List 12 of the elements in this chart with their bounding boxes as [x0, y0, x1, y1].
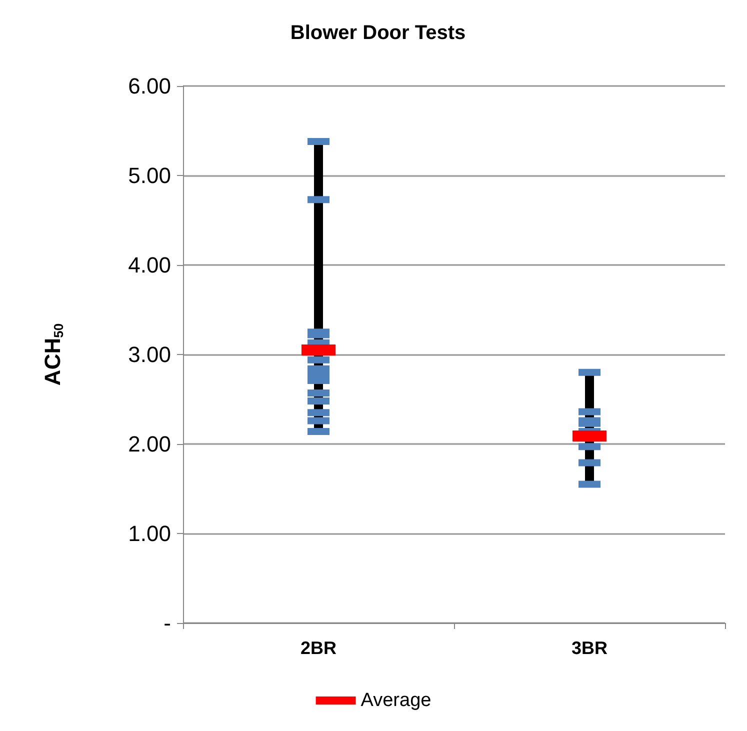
y-tick-label: 3.00: [128, 342, 171, 367]
chart-title: Blower Door Tests: [290, 22, 466, 44]
y-tick-label: 4.00: [128, 252, 171, 278]
y-tick-label: 5.00: [128, 163, 171, 188]
y-tick-label: -: [164, 610, 171, 636]
x-tick-label: 2BR: [300, 638, 337, 658]
legend-label: Average: [360, 690, 432, 711]
y-tick-label: 2.00: [128, 432, 171, 456]
y-axis-title: ACH50: [40, 323, 66, 386]
y-tick-label: 1.00: [128, 521, 171, 546]
y-tick-label: 6.00: [128, 74, 171, 98]
x-tick-label: 3BR: [571, 638, 608, 658]
